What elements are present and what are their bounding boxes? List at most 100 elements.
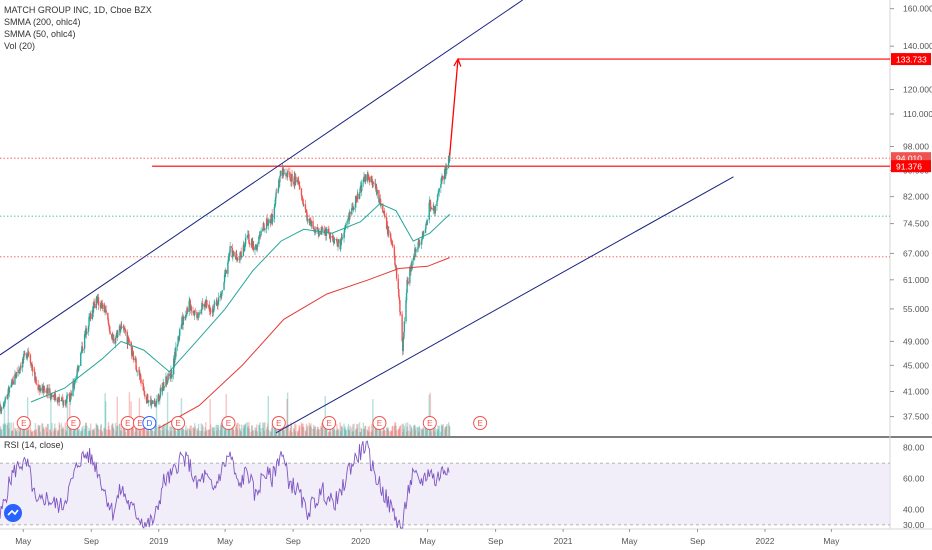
volume-bar-578 bbox=[446, 424, 448, 436]
volume-bar-341 bbox=[263, 423, 265, 436]
candle-body-573 bbox=[442, 176, 444, 180]
volume-bar-406 bbox=[313, 428, 315, 436]
volume-bar-208 bbox=[159, 430, 162, 436]
candle-body-104 bbox=[80, 352, 82, 367]
volume-bar-164 bbox=[126, 429, 128, 436]
trend-drawings[interactable] bbox=[0, 0, 734, 434]
candle-body-163 bbox=[124, 329, 127, 332]
candle-body-173 bbox=[132, 351, 135, 361]
time-tick-label-11: 2022 bbox=[756, 536, 775, 546]
candle-body-430 bbox=[332, 235, 334, 240]
candle-body-150 bbox=[115, 335, 117, 338]
indicator-smma200[interactable]: SMMA (200, ohlc4) bbox=[4, 17, 81, 27]
volume-bar-125 bbox=[96, 424, 98, 436]
candle-body-69 bbox=[52, 394, 55, 397]
volume-bar-527 bbox=[406, 422, 409, 436]
event-marker-10[interactable]: E bbox=[422, 416, 437, 430]
volume-bar-466 bbox=[359, 431, 362, 436]
volume-bar-333 bbox=[256, 431, 258, 436]
event-marker-0[interactable]: E bbox=[16, 416, 31, 430]
candle-body-368 bbox=[283, 172, 286, 174]
volume-bar-54 bbox=[41, 423, 43, 436]
horizontal-levels bbox=[0, 58, 890, 258]
event-marker-1[interactable]: E bbox=[66, 416, 81, 430]
volume-bar-249 bbox=[192, 427, 194, 436]
volume-bar-417 bbox=[321, 422, 324, 436]
candle-body-15 bbox=[10, 381, 13, 386]
event-marker-6[interactable]: E bbox=[221, 416, 236, 430]
volume-bar-404 bbox=[312, 428, 314, 436]
volume-bar-506 bbox=[390, 430, 393, 436]
candle-body-295 bbox=[227, 257, 230, 263]
price-tick-label-2: 45.000 bbox=[903, 360, 929, 370]
volume-bar-346 bbox=[267, 423, 269, 436]
candle-body-418 bbox=[322, 229, 324, 231]
candle-body-478 bbox=[368, 177, 371, 183]
volume-bar-481 bbox=[371, 430, 373, 436]
candle-body-385 bbox=[297, 179, 299, 181]
volume-bar-44 bbox=[33, 429, 35, 436]
symbol-title[interactable]: MATCH GROUP INC, 1D, Cboe BZX bbox=[4, 5, 152, 15]
volume-bar-138 bbox=[105, 429, 107, 436]
candle-body-432 bbox=[333, 240, 335, 244]
volume-bar-546 bbox=[421, 429, 424, 436]
tradingview-logo-icon[interactable] bbox=[4, 504, 22, 522]
candle-body-299 bbox=[231, 246, 233, 248]
volume-bar-486 bbox=[375, 424, 377, 436]
rsi-title[interactable]: RSI (14, close) bbox=[4, 440, 64, 450]
volume-bar-543 bbox=[419, 427, 421, 436]
event-letter-2: E bbox=[125, 419, 130, 428]
candle-body-165 bbox=[127, 336, 129, 344]
event-marker-5[interactable]: E bbox=[171, 416, 186, 430]
indicator-smma50[interactable]: SMMA (50, ohlc4) bbox=[4, 29, 76, 39]
volume-bar-423 bbox=[326, 425, 328, 436]
volume-bar-280 bbox=[216, 430, 218, 436]
candle-body-445 bbox=[343, 227, 346, 233]
event-marker-9[interactable]: E bbox=[372, 416, 387, 430]
volume-bar-361 bbox=[278, 429, 281, 436]
candle-body-119 bbox=[91, 310, 94, 319]
event-marker-8[interactable]: E bbox=[322, 416, 337, 430]
event-marker-4[interactable]: D bbox=[142, 416, 157, 430]
volume-bar-216 bbox=[166, 423, 168, 436]
volume-bar-246 bbox=[189, 425, 191, 436]
event-circle-9 bbox=[372, 416, 387, 430]
candle-body-538 bbox=[415, 249, 417, 253]
volume-bar-440 bbox=[340, 431, 342, 436]
time-tick-label-2: 2019 bbox=[149, 536, 168, 546]
volume-bar-391 bbox=[301, 426, 304, 436]
volume-bar-559 bbox=[432, 428, 434, 436]
candle-body-411 bbox=[317, 228, 319, 231]
volume-bar-63 bbox=[47, 424, 49, 436]
candle-body-556 bbox=[429, 199, 432, 207]
volume-bar-8 bbox=[4, 424, 7, 436]
indicator-volume[interactable]: Vol (20) bbox=[4, 41, 36, 51]
candle-body-372 bbox=[286, 171, 289, 177]
volume-bar-64 bbox=[49, 429, 51, 436]
candle-body-102 bbox=[77, 366, 80, 371]
volume-bar-9 bbox=[6, 425, 8, 436]
event-marker-11[interactable]: E bbox=[473, 416, 488, 430]
candle-body-72 bbox=[54, 393, 57, 399]
candle-body-169 bbox=[130, 341, 132, 347]
candle-body-541 bbox=[418, 242, 420, 245]
volume-bar-287 bbox=[221, 422, 223, 436]
volume-bar-159 bbox=[122, 423, 125, 436]
candle-body-183 bbox=[140, 378, 142, 384]
candle-body-261 bbox=[201, 302, 203, 311]
event-marker-7[interactable]: E bbox=[271, 416, 286, 430]
volume-bar-272 bbox=[209, 399, 211, 436]
candle-body-334 bbox=[258, 236, 260, 245]
candle-body-188 bbox=[144, 395, 146, 397]
candle-body-96 bbox=[73, 384, 75, 387]
candle-body-298 bbox=[229, 246, 231, 254]
volume-bar-487 bbox=[375, 426, 378, 436]
candle-body-187 bbox=[143, 390, 146, 396]
candle-body-416 bbox=[321, 227, 323, 230]
candle-body-521 bbox=[402, 339, 404, 352]
volume-bar-523 bbox=[403, 425, 406, 436]
event-marker-2[interactable]: E bbox=[120, 416, 135, 430]
volume-bar-207 bbox=[159, 424, 161, 436]
